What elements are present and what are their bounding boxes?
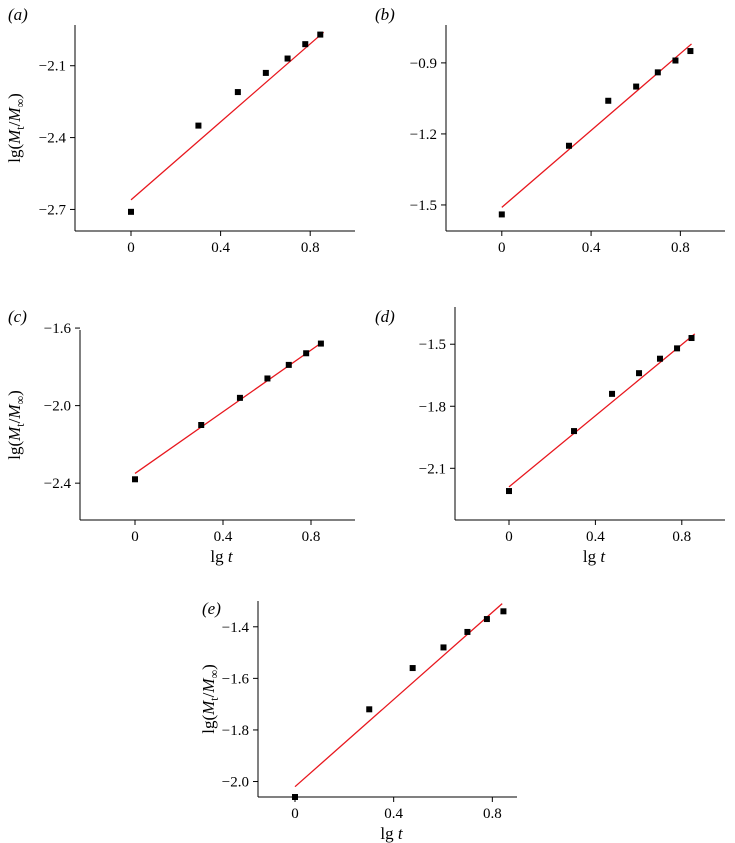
data-point — [440, 644, 447, 651]
panel-label: (a) — [8, 5, 28, 24]
x-tick-label: 0.4 — [586, 529, 605, 545]
y-tick-label: −2.1 — [419, 461, 446, 477]
panel-d: (d) −2.1 −1.8 −1.5 0 0.4 0.8 lg t — [375, 307, 725, 566]
fit-line — [508, 333, 696, 488]
x-axis-title: lg t — [583, 547, 606, 566]
panel-e: (e) −2.0 −1.8 −1.6 −1.4 0 0.4 0.8 lg t lg(Mt/M∞) — [199, 599, 517, 843]
data-point — [672, 57, 679, 64]
data-point — [409, 665, 416, 672]
data-point — [198, 422, 205, 428]
x-tick-label: 0.8 — [672, 529, 691, 545]
data-point — [498, 211, 505, 218]
data-point — [500, 608, 507, 615]
fit-line — [134, 341, 324, 475]
x-tick-label: 0.4 — [214, 529, 233, 545]
data-point — [303, 350, 310, 357]
x-tick-label: 0 — [505, 529, 513, 545]
y-tick-label: −2.7 — [39, 202, 67, 218]
data-point — [132, 476, 138, 483]
panel-label: (c) — [8, 307, 27, 326]
y-tick-label: −0.9 — [410, 56, 437, 72]
panel-b: (b) −1.5 −1.2 −0.9 0 0.4 0.8 — [375, 5, 725, 256]
x-tick-label: 0.8 — [302, 529, 321, 545]
data-point — [317, 340, 324, 347]
data-point — [565, 142, 572, 149]
fit-line — [294, 603, 503, 788]
data-point — [654, 69, 661, 76]
x-tick-label: 0 — [291, 806, 299, 822]
fit-line — [501, 43, 692, 208]
data-point — [234, 89, 241, 96]
y-tick-label: −2.4 — [44, 476, 72, 492]
x-tick-label: 0 — [131, 529, 139, 545]
x-tick-label: 0.4 — [384, 806, 403, 822]
y-axis-title: lg(Mt/M∞) — [5, 390, 27, 460]
y-tick-label: −1.8 — [419, 399, 446, 415]
panel-a: (a) −2.7 −2.4 −2.1 0 0.4 0.8 lg(Mt/M∞) — [5, 5, 355, 256]
data-point — [285, 361, 292, 368]
x-tick-label: 0.8 — [483, 806, 502, 822]
data-point — [571, 428, 578, 435]
data-point — [464, 628, 471, 635]
data-point — [292, 794, 298, 800]
x-tick-label: 0.8 — [671, 240, 690, 256]
x-axis-title: lg t — [380, 824, 403, 843]
data-point — [264, 375, 271, 382]
x-tick-label: 0.4 — [211, 240, 230, 256]
data-point — [128, 208, 134, 215]
y-tick-label: −1.6 — [222, 671, 250, 687]
data-point — [633, 83, 640, 90]
y-tick-label: −1.6 — [44, 321, 72, 337]
data-point — [483, 616, 490, 623]
panel-label: (b) — [375, 5, 395, 24]
panel-label: (e) — [202, 599, 221, 618]
panel-c: (c) −2.4 −2.0 −1.6 0 0.4 0.8 lg t lg(Mt/M∞) — [5, 307, 355, 566]
data-point — [688, 335, 695, 342]
data-point — [317, 31, 324, 38]
x-tick-label: 0 — [127, 240, 135, 256]
y-tick-label: −2.0 — [44, 399, 71, 415]
data-point — [687, 48, 694, 55]
y-tick-label: −1.5 — [410, 198, 437, 214]
data-point — [636, 370, 643, 377]
x-axis-title: lg t — [210, 547, 233, 566]
data-point — [605, 97, 612, 104]
y-tick-label: −2.0 — [222, 775, 249, 791]
data-point — [262, 69, 269, 76]
data-point — [284, 55, 291, 62]
x-tick-label: 0 — [498, 240, 506, 256]
fit-line — [130, 31, 325, 201]
panel-label: (d) — [375, 307, 395, 326]
y-axis-title: lg(Mt/M∞) — [199, 664, 221, 734]
data-point — [609, 390, 616, 397]
x-tick-label: 0.4 — [582, 240, 601, 256]
y-tick-label: −2.4 — [39, 131, 67, 147]
y-tick-label: −1.2 — [410, 127, 437, 143]
data-point — [302, 41, 309, 48]
x-tick-label: 0.8 — [301, 240, 320, 256]
data-point — [236, 394, 243, 401]
y-tick-label: −1.5 — [419, 337, 446, 353]
data-point — [656, 355, 663, 362]
data-point — [506, 488, 512, 495]
data-point — [366, 706, 373, 713]
data-point — [674, 345, 681, 352]
y-tick-label: −1.4 — [222, 620, 250, 636]
data-point — [195, 122, 202, 129]
y-tick-label: −2.1 — [39, 59, 66, 75]
y-axis-title: lg(Mt/M∞) — [5, 93, 27, 163]
y-tick-label: −1.8 — [222, 723, 249, 739]
